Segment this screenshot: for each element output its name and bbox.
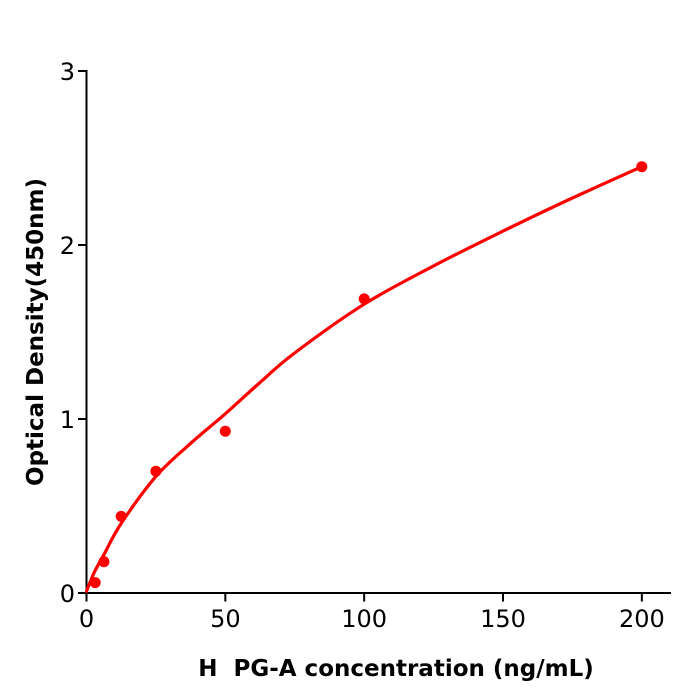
y-tick-label: 1 <box>60 406 75 434</box>
data-points-layer <box>89 161 648 589</box>
data-point <box>636 161 648 173</box>
data-point <box>358 293 370 305</box>
x-tick-label: 150 <box>480 605 526 633</box>
y-tick-label: 3 <box>60 58 75 86</box>
axes-layer: 0 50 100 150 200 0 1 2 3 <box>60 58 671 633</box>
y-axis-label: Optical Density(450nm) <box>23 178 49 486</box>
y-tick-label: 0 <box>60 580 75 608</box>
data-point <box>98 556 110 568</box>
x-tick-label: 0 <box>79 605 94 633</box>
x-tick-label: 200 <box>619 605 665 633</box>
x-axis-label: H PG-A concentration (ng/mL) <box>198 656 594 682</box>
fit-curve-line <box>84 165 644 593</box>
data-point <box>219 425 231 437</box>
y-tick-label: 2 <box>60 232 75 260</box>
data-point <box>89 577 101 589</box>
data-point <box>115 510 127 522</box>
x-tick-label: 100 <box>341 605 387 633</box>
data-point <box>150 465 162 477</box>
x-tick-label: 50 <box>210 605 241 633</box>
